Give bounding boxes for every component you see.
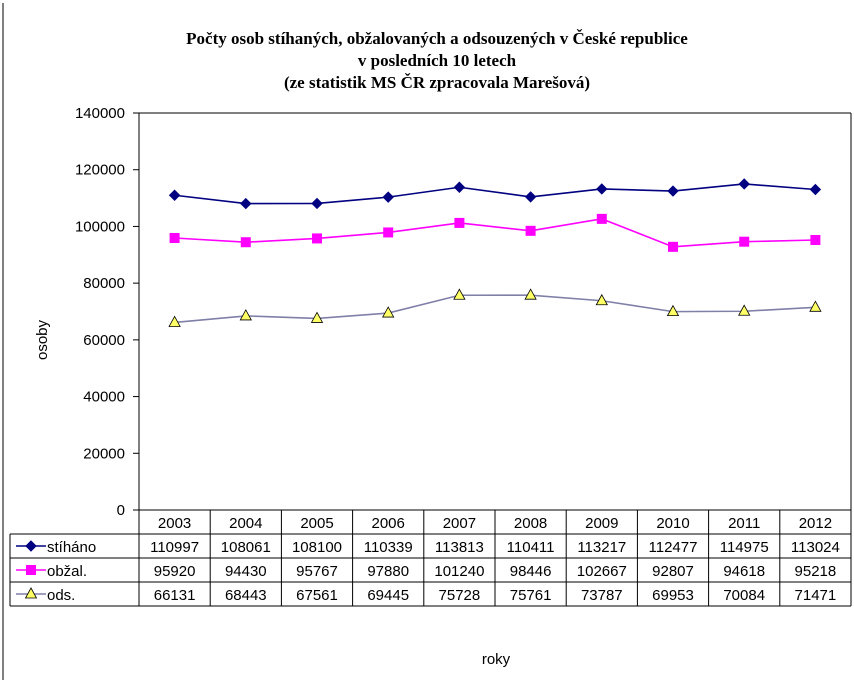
data-table-cell: 68443 xyxy=(225,587,267,604)
legend-label-3: ods. xyxy=(47,587,75,604)
series-1-point xyxy=(311,197,323,210)
data-table-cell: 71471 xyxy=(795,587,837,604)
y-tick-label: 40000 xyxy=(83,389,125,406)
series-2-point xyxy=(668,241,678,252)
x-category-label: 2004 xyxy=(229,515,262,532)
series-1-point xyxy=(453,181,466,193)
data-table-cell: 94618 xyxy=(723,563,765,580)
data-table-cell: 98446 xyxy=(510,563,552,580)
data-table-cell: 110997 xyxy=(150,539,199,556)
series-2-point xyxy=(169,232,180,243)
series-3-point xyxy=(168,315,181,327)
data-table-cell: 69445 xyxy=(367,587,409,604)
series-3-point xyxy=(809,300,822,312)
data-table-cell: 113217 xyxy=(577,539,626,556)
legend-label-1: stíháno xyxy=(47,539,96,556)
series-1-point xyxy=(524,191,537,203)
x-category-label: 2012 xyxy=(799,515,832,532)
series-3-point xyxy=(666,304,680,317)
chart-title-line-1: Počty osob stíhaných, obžalovaných a ods… xyxy=(186,29,688,48)
data-table-cell: 108061 xyxy=(221,539,271,556)
data-table-cell: 95920 xyxy=(154,563,196,580)
x-category-label: 2011 xyxy=(728,515,760,532)
data-table-cell: 114975 xyxy=(720,539,769,556)
y-tick-label: 60000 xyxy=(83,332,125,349)
x-category-label: 2010 xyxy=(656,515,689,532)
y-tick-label: 80000 xyxy=(83,275,125,292)
x-category-label: 2005 xyxy=(300,515,333,532)
series-2-point xyxy=(383,227,394,238)
data-table-cell: 94430 xyxy=(225,563,267,580)
series-2-point xyxy=(240,237,251,248)
series-3-point xyxy=(595,293,608,306)
chart-title-line-3: (ze statistik MS ČR zpracovala Marešová) xyxy=(284,73,590,92)
series-2-point xyxy=(596,213,607,224)
y-tick-label: 0 xyxy=(117,502,125,519)
legend-label-2: obžal. xyxy=(47,563,87,580)
data-table-cell: 113813 xyxy=(435,539,484,556)
data-table-cell: 113024 xyxy=(791,539,840,556)
data-table-cell: 66131 xyxy=(154,587,196,604)
plot-area: 0 20000 40000 60000 80000 100000 120000 140000 2… xyxy=(2,3,852,680)
x-category-label: 2009 xyxy=(585,515,618,532)
series-2-point xyxy=(454,217,465,228)
x-category-label: 2003 xyxy=(158,515,191,532)
series-1-point xyxy=(240,197,252,210)
chart-title-line-2: v posledních 10 letech xyxy=(358,51,517,70)
data-table-cell: 95218 xyxy=(795,563,837,580)
y-tick-label: 140000 xyxy=(75,105,125,122)
data-table-cell: 95767 xyxy=(296,563,338,580)
series-1-point xyxy=(168,189,181,201)
series-3-point xyxy=(382,306,395,318)
x-category-label: 2006 xyxy=(372,515,405,532)
data-table-cell: 69953 xyxy=(652,587,694,604)
data-table-cell: 70084 xyxy=(723,587,765,604)
x-category-label: 2008 xyxy=(514,515,547,532)
y-tick-label: 120000 xyxy=(75,162,125,179)
series-3-point xyxy=(310,311,324,323)
series-3-point xyxy=(453,288,466,300)
y-tick-label: 100000 xyxy=(75,218,125,235)
legend-key-marker-1 xyxy=(25,540,37,552)
series-2-point xyxy=(525,225,536,236)
series-3-point xyxy=(239,309,252,321)
series-1-point xyxy=(738,178,750,190)
series-2-point xyxy=(810,234,821,245)
x-category-label: 2007 xyxy=(443,515,476,532)
series-3-point xyxy=(738,304,751,316)
data-table-cell: 110339 xyxy=(364,539,413,556)
data-table-cell: 110411 xyxy=(507,539,555,556)
data-table-cell: 67561 xyxy=(296,587,338,604)
series-line-1 xyxy=(174,183,816,205)
data-table-cell: 75761 xyxy=(510,587,552,604)
y-tick-label: 20000 xyxy=(83,445,125,462)
data-table-cell: 75728 xyxy=(439,587,481,604)
legend-key-marker-3 xyxy=(24,587,38,599)
data-table-cell: 101240 xyxy=(434,563,484,580)
series-2-point xyxy=(312,233,322,244)
data-table-cell: 102667 xyxy=(577,563,627,580)
series-line-2 xyxy=(174,218,816,248)
series-2-point xyxy=(739,236,750,247)
series-1-point xyxy=(809,183,822,196)
series-1-point xyxy=(382,191,394,203)
legend-key-marker-2 xyxy=(26,565,36,575)
data-table-cell: 97880 xyxy=(367,563,409,580)
series-1-point xyxy=(667,185,679,197)
x-axis-label: roky xyxy=(482,651,511,668)
data-table-cell: 73787 xyxy=(581,587,623,604)
y-axis-label: osoby xyxy=(34,319,51,360)
series-1-point xyxy=(596,183,608,195)
data-table-cell: 108100 xyxy=(292,539,342,556)
chart-title: Počty osob stíhaných, obžalovaných a ods… xyxy=(186,29,688,92)
series-line-3 xyxy=(174,294,816,324)
data-table-cell: 92807 xyxy=(652,563,694,580)
data-table-cell: 112477 xyxy=(649,539,698,556)
series-3-point xyxy=(524,288,537,300)
